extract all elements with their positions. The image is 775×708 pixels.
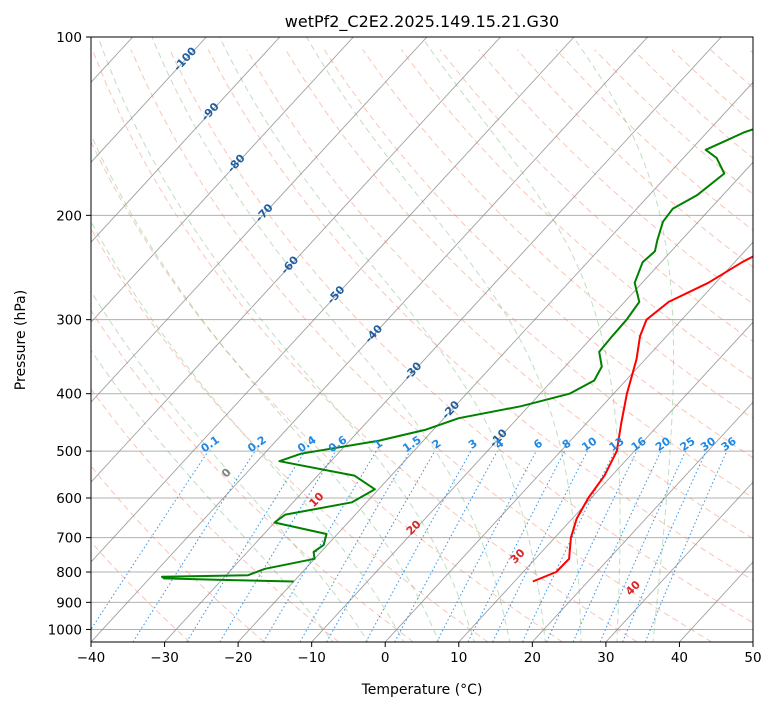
mixing-ratio-line (132, 450, 256, 642)
mixing-ratio-line (219, 450, 337, 642)
plot-frame (90, 36, 754, 643)
mixing-ratio-line (622, 450, 707, 642)
dry-adiabat-line (91, 227, 489, 642)
mixing-ratio-line (326, 450, 436, 642)
isotherm-line (91, 37, 428, 403)
chart-title: wetPf2_C2E2.2025.149.15.21.G30 (285, 12, 559, 32)
dry-adiabat-line (401, 49, 753, 381)
isotherm-line (384, 241, 753, 642)
isotherm-line (91, 37, 281, 243)
mixing-ratio-line (492, 450, 588, 642)
y-tick-label: 200 (56, 208, 82, 224)
x-tick-label: −20 (224, 650, 253, 666)
moist-adiabat-line (91, 349, 334, 642)
dry-adiabat-line (91, 140, 563, 642)
mixing-ratio-line (91, 450, 209, 631)
isotherm-line (605, 481, 753, 642)
dry-adiabat-line (169, 49, 753, 624)
x-tick-label: 40 (671, 650, 688, 666)
mixing-ratio-line (644, 450, 728, 642)
dry-adiabat-line (91, 309, 414, 642)
x-tick-label: 10 (450, 650, 467, 666)
mixing-ratio-line (599, 450, 687, 642)
x-tick-label: 0 (381, 650, 390, 666)
x-axis-ticks: −40 −30 −20 −10 0 10 20 30 40 50 (77, 642, 762, 666)
y-tick-label: 700 (56, 531, 82, 547)
y-axis-label: Pressure (hPa) (13, 290, 29, 390)
isotherm-line (311, 161, 753, 642)
moist-adiabat-line (91, 290, 369, 642)
y-tick-label: 1000 (48, 622, 82, 638)
x-axis-label: Temperature (°C) (361, 682, 483, 698)
moist-adiabat-line (421, 37, 621, 642)
dry-adiabat-line (362, 49, 753, 419)
moist-adiabat-line (91, 133, 440, 642)
dry-adiabat-line (207, 49, 753, 581)
isotherm-line (91, 37, 207, 163)
x-tick-label: 30 (597, 650, 614, 666)
isotherm-line (91, 37, 354, 323)
isotherm-line (237, 81, 753, 642)
isotherm-line (531, 401, 753, 642)
x-tick-label: −10 (297, 650, 326, 666)
sounding-profiles (161, 128, 753, 583)
dry-adiabat-line (285, 49, 753, 499)
profile-line (161, 128, 753, 583)
mixing-ratio-line (394, 450, 498, 642)
profile-line (532, 255, 753, 583)
y-axis-ticks: 100 200 300 400 500 600 700 800 900 1000 (48, 30, 91, 638)
isotherm-line (91, 37, 501, 483)
dry-adiabat-line (323, 49, 753, 459)
moist-adiabat-line (97, 37, 475, 642)
dry-adiabat-line (130, 49, 713, 642)
y-tick-label: 400 (56, 387, 82, 403)
isotherm-line (91, 37, 575, 563)
y-tick-label: 500 (56, 444, 82, 460)
dry-adiabat-line (91, 541, 191, 642)
mixing-ratio-line (186, 450, 306, 642)
moist-adiabat-line (151, 37, 511, 642)
isotherm-line (458, 321, 753, 642)
mixing-ratio-line (365, 450, 472, 642)
y-tick-label: 300 (56, 313, 82, 329)
dry-adiabat-line (91, 465, 265, 642)
x-tick-label: 20 (524, 650, 541, 666)
isotherm-line (164, 37, 722, 642)
x-tick-label: −30 (150, 650, 179, 666)
moist-adiabat-line (219, 37, 546, 642)
y-tick-label: 100 (56, 30, 82, 46)
y-tick-label: 900 (56, 595, 82, 611)
dry-adiabat-line (91, 49, 638, 642)
background-lines (91, 37, 753, 642)
isotherm-line (91, 37, 648, 642)
moist-adiabat-line (306, 37, 582, 642)
moist-adiabat-line (572, 37, 674, 642)
dry-adiabat-line (246, 49, 753, 540)
y-tick-label: 600 (56, 491, 82, 507)
x-tick-label: 50 (744, 650, 761, 666)
moist-adiabat-line (91, 220, 405, 642)
x-tick-label: −40 (77, 650, 106, 666)
mixing-ratio-line (467, 450, 566, 642)
y-tick-label: 800 (56, 565, 82, 581)
